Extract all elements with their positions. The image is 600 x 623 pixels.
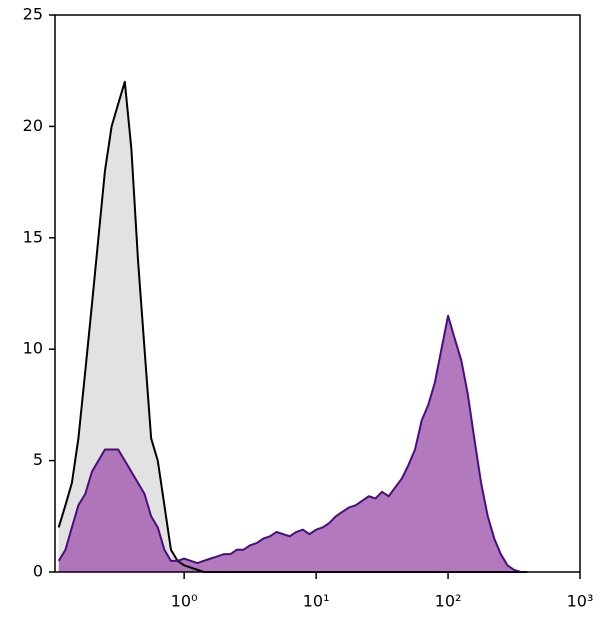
y-tick-label: 0 <box>33 562 43 581</box>
x-tick-label: 10¹ <box>303 592 330 611</box>
y-tick-label: 25 <box>23 5 43 24</box>
x-tick-label: 10⁰ <box>171 592 198 611</box>
plot-frame <box>54 14 581 573</box>
x-tick-label: 10³ <box>567 592 594 611</box>
y-tick-label: 10 <box>23 339 43 358</box>
series-area <box>58 315 528 572</box>
y-tick-label: 5 <box>33 450 43 469</box>
x-tick-label: 10² <box>435 592 462 611</box>
series-line <box>57 314 528 573</box>
y-tick-label: 20 <box>23 116 43 135</box>
y-tick-label: 15 <box>23 227 43 246</box>
